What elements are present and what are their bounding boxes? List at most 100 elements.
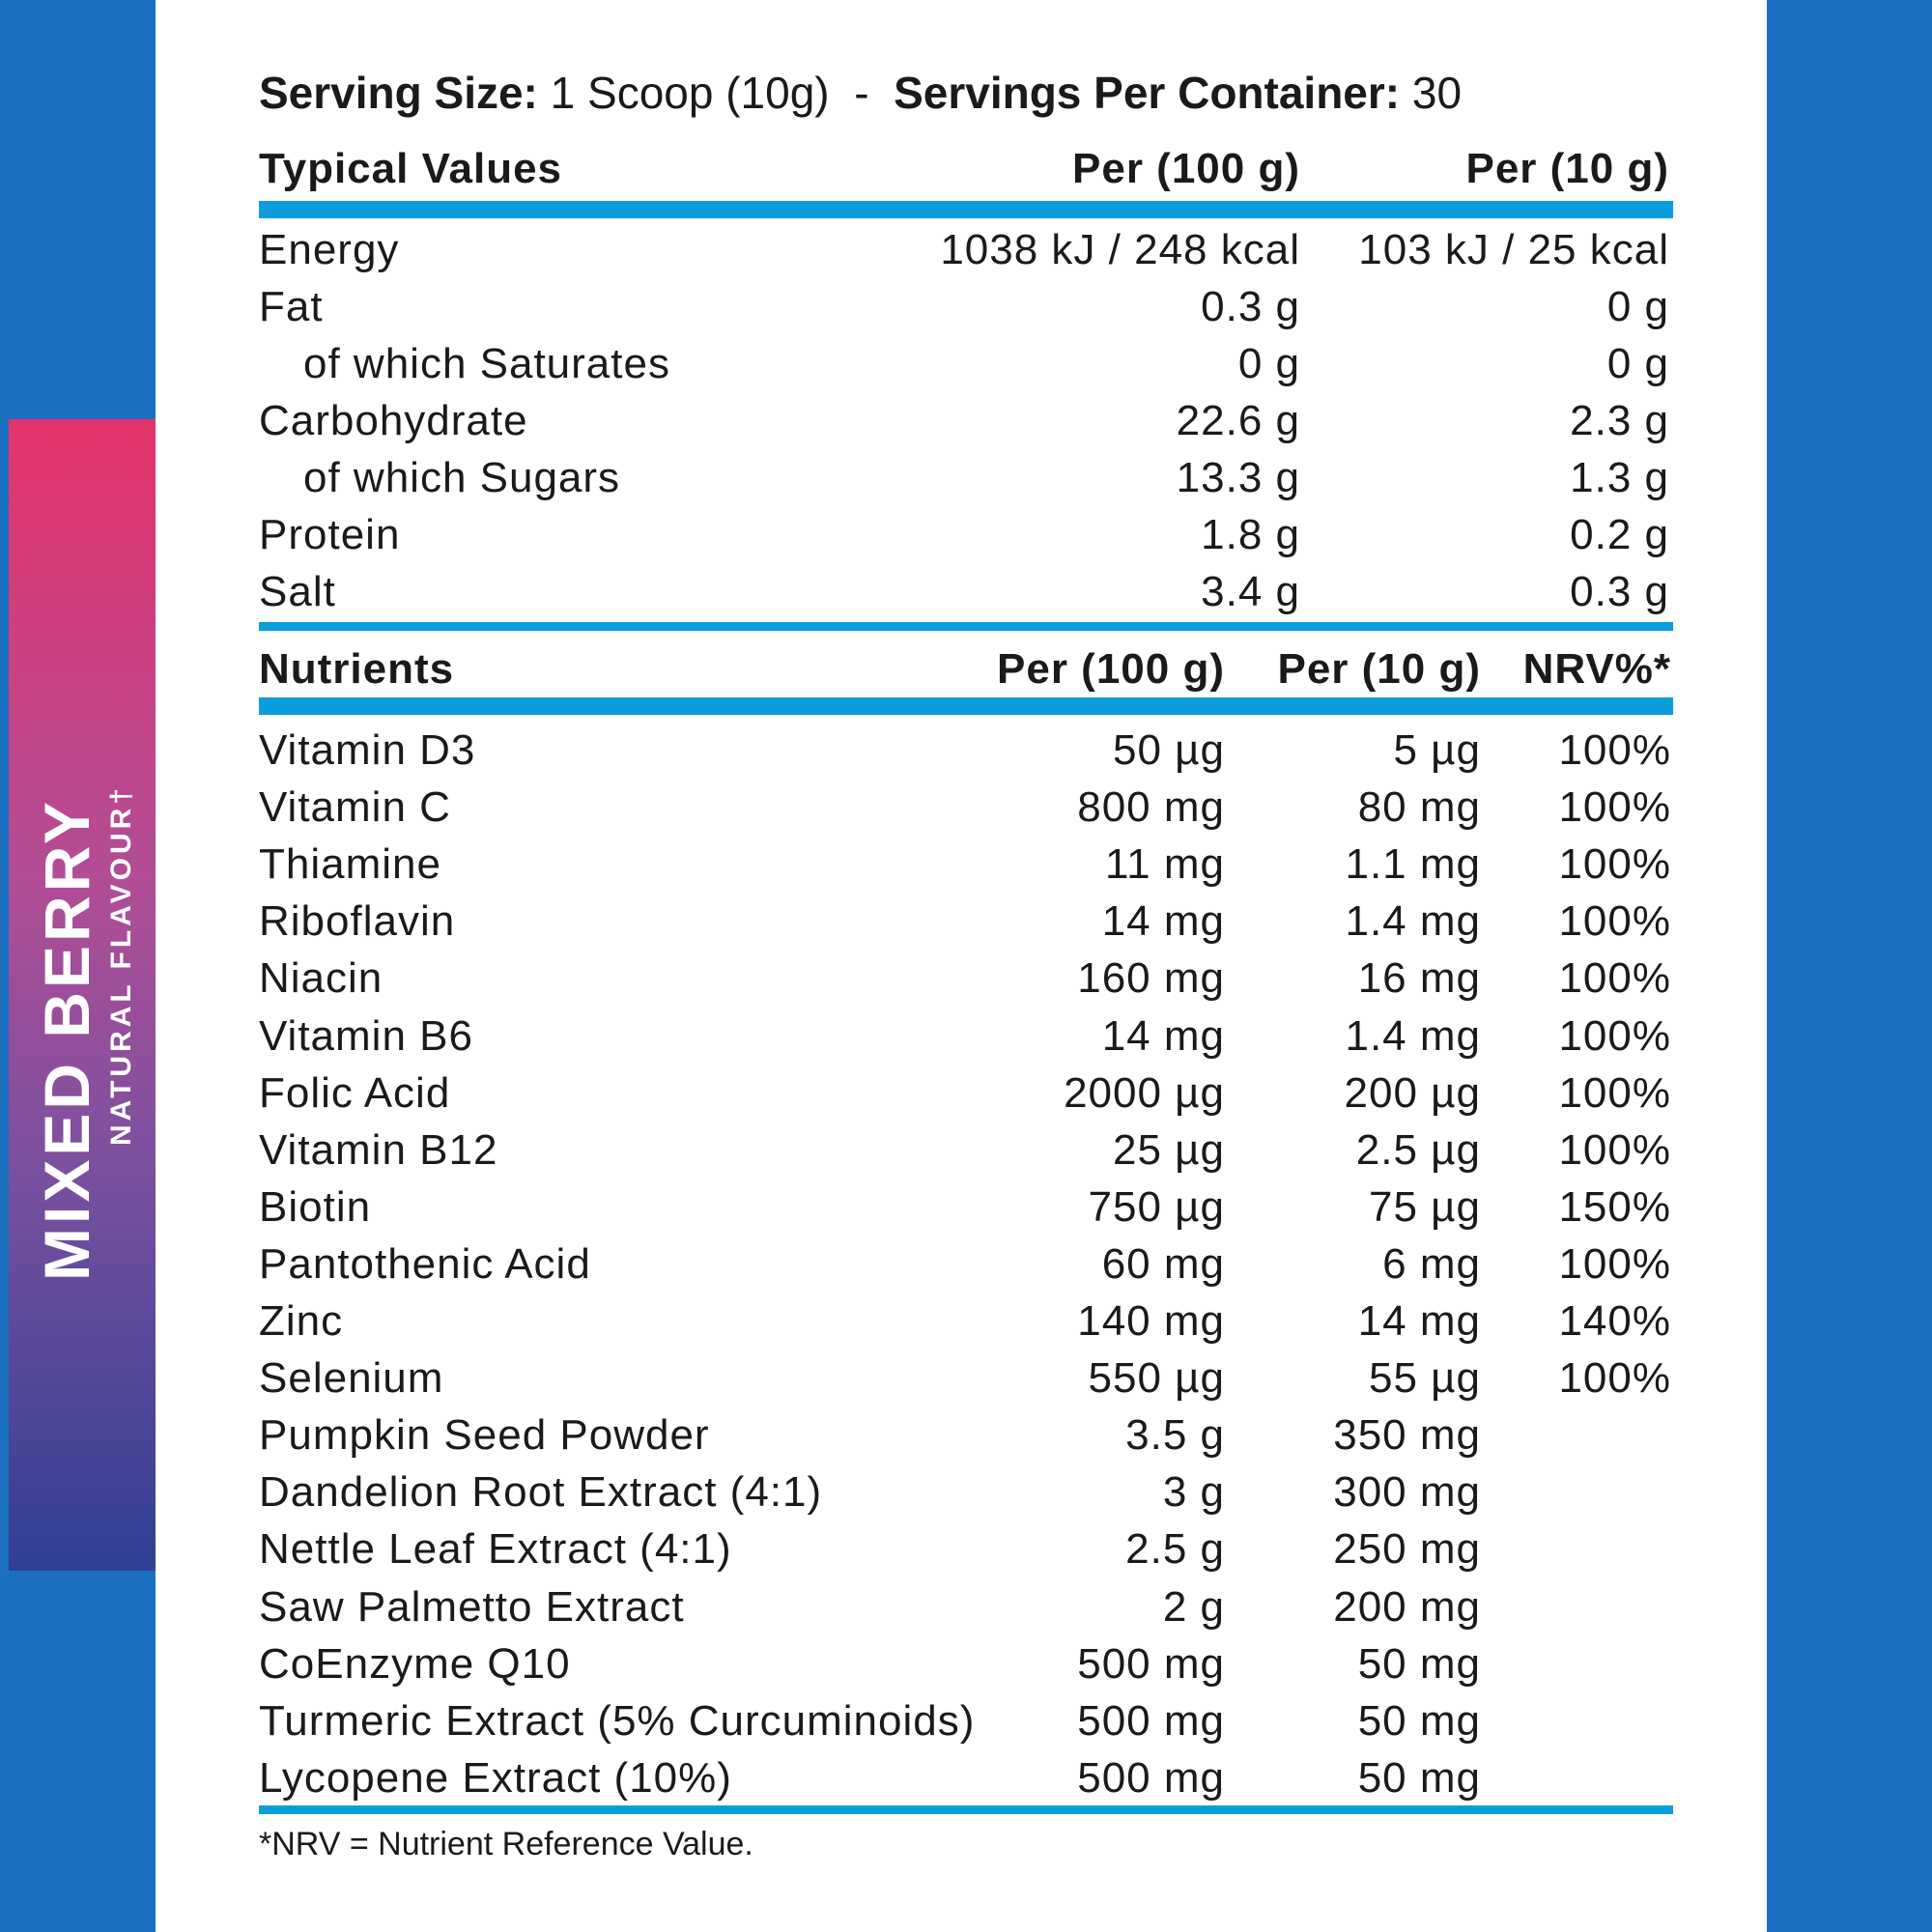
nrv-percent: 100% [1558,783,1671,832]
nutrient-row: Riboflavin 14 mg 1.4 mg 100% [259,897,1673,954]
value-per-100g: 2.5 g [1125,1525,1225,1574]
flavour-name: MIXED BERRY [31,798,102,1281]
value-per-10g: 0 g [1606,340,1669,387]
value-per-10g: 14 mg [1357,1297,1481,1345]
value-per-100g: 500 mg [1077,1639,1225,1688]
value-per-100g: 3 g [1162,1468,1225,1517]
value-per-100g: 0 g [1237,340,1300,387]
value-per-100g: 14 mg [1101,897,1225,946]
nutrient-name: Riboflavin [259,897,456,946]
nutrient-row: Thiamine 11 mg 1.1 mg 100% [259,840,1673,897]
nutrients-header-name: Nutrients [259,645,455,693]
nutrient-row: Selenium 550 µg 55 µg 100% [259,1354,1673,1411]
nrv-percent: 100% [1558,1354,1671,1403]
serving-size-value: 1 Scoop (10g) [550,68,830,118]
value-per-10g: 0.3 g [1570,568,1669,615]
value-per-100g: 13.3 g [1176,454,1300,501]
value-per-10g: 350 mg [1333,1411,1481,1460]
value-per-100g: 750 µg [1088,1182,1225,1231]
serving-size-label: Serving Size: [259,68,538,118]
nutrient-row: Vitamin B12 25 µg 2.5 µg 100% [259,1126,1673,1183]
value-per-10g: 1.1 mg [1345,840,1481,889]
flavour-subtitle: NATURAL FLAVOUR† [105,784,137,1146]
value-per-10g: 50 mg [1357,1639,1481,1688]
value-per-100g: 2 g [1162,1582,1225,1631]
value-per-100g: 3.4 g [1201,568,1300,615]
nutrient-row: Vitamin B6 14 mg 1.4 mg 100% [259,1012,1673,1069]
value-per-100g: 50 µg [1113,726,1225,774]
typical-header-per10: Per (10 g) [1465,145,1669,192]
nutrient-name: Salt [259,568,336,615]
nutrient-name: Folic Acid [259,1068,451,1117]
value-per-10g: 250 mg [1333,1525,1481,1574]
value-per-10g: 200 µg [1344,1068,1481,1117]
value-per-10g: 16 mg [1357,954,1481,1003]
value-per-100g: 3.5 g [1125,1411,1225,1460]
value-per-10g: 1.4 mg [1345,1011,1481,1060]
value-per-100g: 22.6 g [1176,397,1300,444]
servings-per-container-label: Servings Per Container: [894,68,1401,118]
value-per-10g: 55 µg [1369,1354,1481,1403]
nutrient-name: of which Saturates [303,340,670,387]
nutrient-row: Dandelion Root Extract (4:1) 3 g 300 mg [259,1468,1673,1525]
nrv-percent: 100% [1558,897,1671,946]
serving-separator: - [854,68,869,118]
value-per-10g: 1.4 mg [1345,897,1481,946]
nutrients-header-nrv: NRV%* [1522,645,1671,693]
flavour-band: MIXED BERRY NATURAL FLAVOUR† [9,419,156,1571]
typical-row: Fat 0.3 g 0 g [259,283,1673,340]
nutrient-name: Fat [259,283,324,330]
value-per-100g: 550 µg [1088,1354,1225,1403]
nutrient-name: Selenium [259,1354,444,1403]
nutrient-row: Vitamin C 800 mg 80 mg 100% [259,783,1673,840]
nutrient-row: Nettle Leaf Extract (4:1) 2.5 g 250 mg [259,1525,1673,1582]
nutrients-header-per10: Per (10 g) [1277,645,1481,693]
typical-row: Carbohydrate 22.6 g 2.3 g [259,397,1673,454]
value-per-100g: 500 mg [1077,1753,1225,1802]
value-per-10g: 103 kJ / 25 kcal [1358,226,1669,273]
value-per-10g: 200 mg [1333,1582,1481,1631]
rule-middle [259,622,1673,631]
nutrient-name: Thiamine [259,840,441,889]
nrv-percent: 100% [1558,1011,1671,1060]
value-per-10g: 2.3 g [1570,397,1669,444]
value-per-100g: 160 mg [1077,954,1225,1003]
nutrient-row: Niacin 160 mg 16 mg 100% [259,954,1673,1011]
nutrient-name: Vitamin C [259,783,451,832]
nrv-percent: 100% [1558,840,1671,889]
rule-nutrients [259,697,1673,715]
value-per-100g: 1.8 g [1201,511,1300,558]
nutrient-row: Saw Palmetto Extract 2 g 200 mg [259,1583,1673,1640]
label-panel [156,0,1767,1932]
typical-row: of which Saturates 0 g 0 g [259,340,1673,397]
nutrient-row: Pantothenic Acid 60 mg 6 mg 100% [259,1240,1673,1297]
nutrient-row: Biotin 750 µg 75 µg 150% [259,1183,1673,1240]
nutrient-name: Nettle Leaf Extract (4:1) [259,1525,732,1574]
nrv-percent: 150% [1558,1182,1671,1231]
servings-per-container-value: 30 [1411,68,1463,118]
nutrient-name: Vitamin B6 [259,1011,473,1060]
value-per-100g: 25 µg [1113,1125,1225,1174]
nutrients-header-per100: Per (100 g) [997,645,1225,693]
value-per-10g: 0.2 g [1570,511,1669,558]
nutrient-name: Turmeric Extract (5% Curcuminoids) [259,1696,976,1745]
nutrient-name: CoEnzyme Q10 [259,1639,571,1688]
value-per-10g: 0 g [1606,283,1669,330]
nutrient-name: Vitamin D3 [259,726,476,774]
nutrient-row: Lycopene Extract (10%) 500 mg 50 mg [259,1754,1673,1811]
nutrient-row: Zinc 140 mg 14 mg 140% [259,1297,1673,1354]
nrv-percent: 100% [1558,1125,1671,1174]
value-per-10g: 1.3 g [1570,454,1669,501]
value-per-100g: 140 mg [1077,1297,1225,1345]
typical-row: of which Sugars 13.3 g 1.3 g [259,454,1673,511]
typical-header: Typical Values Per (100 g) Per (10 g) [259,145,1673,202]
value-per-100g: 500 mg [1077,1696,1225,1745]
nutrient-name: Lycopene Extract (10%) [259,1753,732,1802]
value-per-10g: 50 mg [1357,1696,1481,1745]
nutrient-row: Vitamin D3 50 µg 5 µg 100% [259,726,1673,783]
typical-header-name: Typical Values [259,145,563,192]
serving-info: Serving Size: 1 Scoop (10g) - Servings P… [259,71,1462,115]
nutrient-name: of which Sugars [303,454,621,501]
nutrient-name: Niacin [259,954,384,1003]
value-per-10g: 6 mg [1382,1239,1481,1288]
